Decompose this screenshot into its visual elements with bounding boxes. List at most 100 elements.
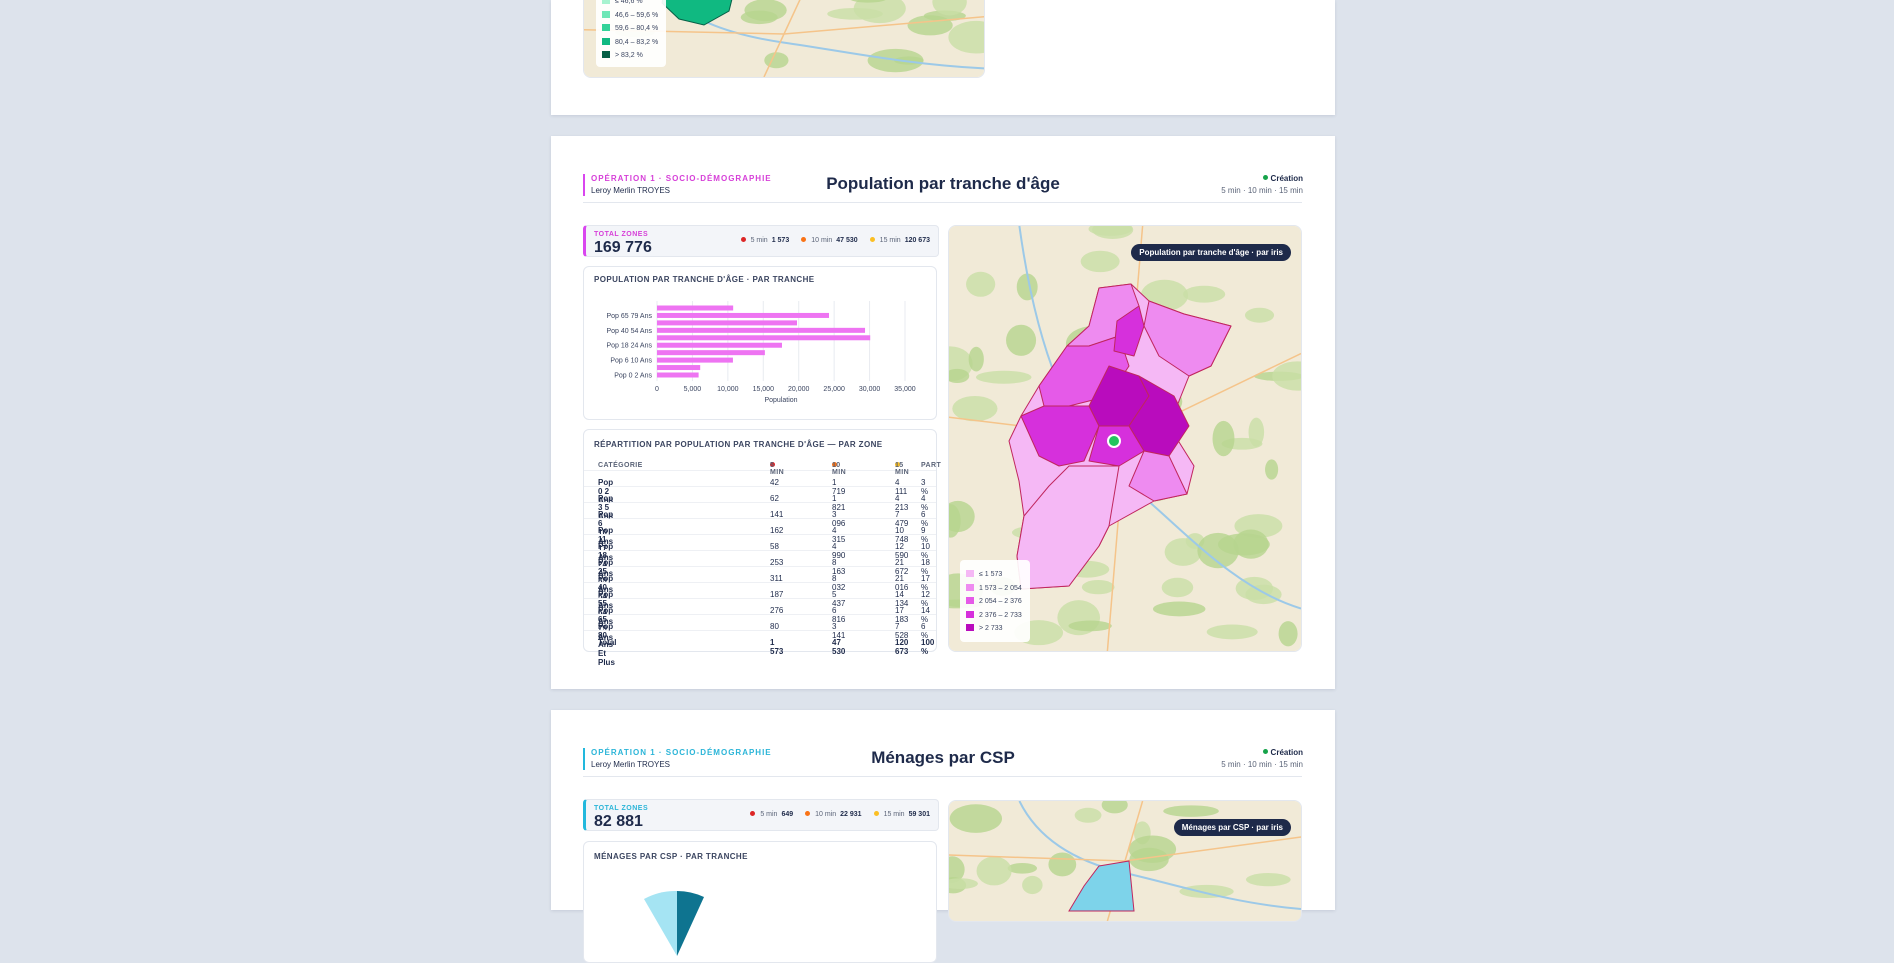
store: Leroy Merlin TROYES	[591, 760, 670, 769]
summary-label: TOTAL ZONES	[594, 805, 649, 812]
zone	[661, 0, 733, 26]
legend-item: 59,6 – 80,4 %	[602, 24, 658, 32]
forest	[976, 856, 1012, 886]
bar	[657, 365, 701, 371]
cell-text: 62	[770, 494, 779, 503]
cell-text: 311	[770, 574, 783, 583]
forest	[1006, 324, 1037, 356]
legend-swatch	[602, 24, 610, 31]
legend-label: ≤ 1 573	[979, 571, 1003, 578]
bar	[657, 327, 866, 333]
summary-item: 5 min 649	[750, 811, 793, 818]
cell-text: Pop 3 5 Ans	[598, 494, 614, 521]
forest	[952, 395, 998, 422]
summary: TOTAL ZONES 169 776 5 min 1 573 10 min 47 5…	[583, 225, 939, 257]
cell-text: 6 %	[921, 622, 929, 640]
forest	[1183, 285, 1226, 303]
map: ≤ 46,6 % 46,6 – 59,6 % 59,6 – 80,4 % 80,4 –…	[583, 0, 985, 78]
cell-text: 8 032	[832, 574, 846, 592]
forest	[932, 0, 967, 16]
legend-item: 80,4 – 83,2 %	[602, 37, 658, 46]
dot	[750, 811, 756, 816]
cell-text: Pop 0 2 Ans	[598, 478, 614, 505]
legend-label: 2 376 – 2 733	[979, 611, 1022, 619]
cell-text: 14 134	[895, 590, 909, 608]
cell-text: Pop 65 79 Ans	[598, 606, 614, 642]
cell-text: Pop 25 39 Ans	[598, 558, 614, 594]
table-row: Pop 3 5 Ans 62 1 821 4 213 4 %	[584, 486, 936, 521]
road	[763, 0, 801, 77]
card-title: Population par tranche d'âge	[826, 174, 1060, 193]
cell-text: Total	[598, 638, 617, 647]
cell-text: 4 315	[832, 526, 846, 544]
legend-item: > 83,2 %	[602, 51, 643, 59]
x-tick-label: 5,000	[684, 386, 702, 393]
dot	[801, 237, 807, 242]
status: Création	[1262, 174, 1303, 183]
cell-text: 141	[770, 510, 784, 519]
summary-item-value: 22 931	[840, 811, 862, 818]
divider	[583, 202, 1302, 203]
card: OPÉRATION 1 · SOCIO-DÉMOGRAPHIE Leroy Me…	[551, 136, 1335, 689]
forest	[1068, 620, 1112, 632]
summary-item-label: 10 min	[811, 237, 833, 244]
legend-swatch	[966, 610, 974, 618]
cell-text: PART	[921, 462, 942, 469]
cell-text: 18 %	[921, 558, 930, 576]
forest	[1245, 584, 1282, 605]
cell-text: 7 528	[895, 622, 909, 640]
page: ≤ 46,6 % 46,6 – 59,6 % 59,6 – 80,4 % 80,4 –…	[551, 0, 1335, 963]
legend-label: 2 054 – 2 376	[979, 598, 1022, 605]
chart-title: POPULATION PAR TRANCHE D'ÂGE · PAR TRANC…	[594, 275, 815, 284]
divider	[583, 776, 1302, 777]
cell-text: 10 %	[921, 542, 930, 560]
x-tick-label: 0	[655, 386, 659, 393]
legend-item: ≤ 46,6 %	[602, 0, 643, 5]
dot	[895, 462, 900, 467]
x-tick-label: 30,000	[859, 386, 881, 393]
summary-item-label: 15 min	[879, 237, 901, 244]
forest	[850, 0, 886, 3]
table-row: Pop 80 Ans Et Plus 80 3 141 7 528 6 %	[584, 614, 936, 667]
cell-text: 12 %	[921, 590, 930, 608]
card-title: Ménages par CSP	[871, 748, 1015, 767]
legend-swatch	[966, 583, 974, 591]
forest	[1212, 420, 1235, 457]
cell-text: 9 %	[921, 526, 929, 544]
status: Création	[1262, 748, 1303, 757]
legend-swatch	[966, 597, 974, 604]
table-row: Pop 65 79 Ans 276 6 816 17 183 14 %	[584, 598, 936, 642]
cell-text: 80	[770, 622, 779, 631]
cell-text: 17 %	[921, 574, 930, 592]
card: OPÉRATION 1 · SOCIO-DÉMOGRAPHIE Leroy Me…	[551, 710, 1335, 963]
times: 5 min · 10 min · 15 min	[1221, 760, 1303, 769]
forest	[975, 370, 1032, 384]
forest	[1161, 577, 1194, 598]
map-legend: ≤ 46,6 % 46,6 – 59,6 % 59,6 – 80,4 % 80,4 –…	[596, 0, 666, 67]
kicker: OPÉRATION 1 · SOCIO-DÉMOGRAPHIE	[591, 748, 772, 757]
times: 5 min · 10 min · 15 min	[1221, 186, 1303, 195]
summary-item-value: 1 573	[771, 237, 790, 244]
x-tick-label: 10,000	[717, 386, 739, 393]
table-row: Pop 25 39 Ans 253 8 163 21 672 18 %	[584, 550, 936, 594]
cell-text: 42	[770, 478, 779, 487]
map-badge: Population par tranche d'âge · par iris	[1131, 244, 1291, 261]
summary-item: 15 min 59 301	[873, 811, 930, 818]
cell-text: 5 MIN	[770, 462, 785, 476]
forest	[740, 10, 778, 25]
pie-preview	[644, 890, 704, 956]
legend-swatch	[966, 570, 974, 577]
cell-text: 12 590	[895, 542, 909, 560]
cell-text: 1 573	[770, 638, 784, 656]
legend-label: 46,6 – 59,6 %	[615, 11, 659, 19]
cell-text: 120 673	[895, 638, 909, 656]
forest	[1163, 805, 1219, 817]
bar	[657, 335, 871, 341]
x-tick-label: 25,000	[823, 386, 845, 393]
legend-swatch	[966, 624, 974, 631]
dot	[869, 237, 875, 242]
bar	[657, 320, 797, 326]
cell-text: 15 MIN	[895, 462, 910, 476]
legend-item: 2 054 – 2 376	[966, 597, 1022, 605]
forest	[968, 346, 984, 372]
